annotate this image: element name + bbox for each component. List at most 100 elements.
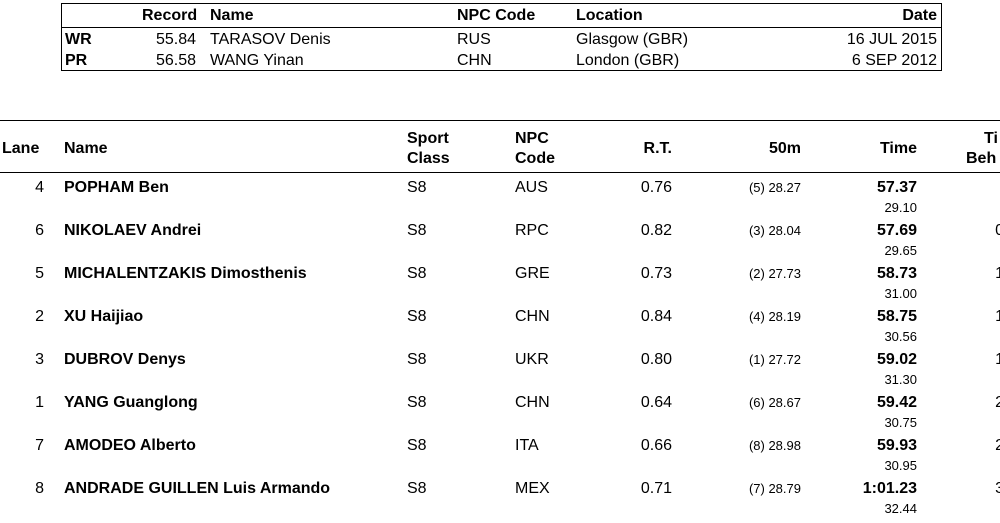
sport-class: S8 (407, 480, 427, 497)
sport-class: S8 (407, 222, 427, 239)
sport-class: S8 (407, 437, 427, 454)
second-split: 30.56 (884, 329, 917, 344)
split-50m: (2) 27.73 (748, 266, 801, 281)
split-50m: (8) 28.98 (748, 438, 801, 453)
date-header: Date (902, 7, 937, 24)
reaction-time: 0.73 (640, 265, 672, 282)
npc-code: CHN (515, 308, 550, 325)
lane: 5 (35, 265, 44, 282)
results-header-rule (0, 172, 1000, 173)
final-time: 59.93 (876, 437, 917, 454)
final-time: 58.75 (876, 308, 917, 325)
record-holder: WANG Yinan (210, 52, 304, 69)
name-header: Name (210, 7, 254, 24)
table-row: 4 POPHAM Ben S8 AUS 0.76 (5) 28.27 57.37… (0, 179, 1000, 222)
results-top-rule (0, 120, 1000, 121)
sport-class: S8 (407, 179, 427, 196)
final-time: 59.42 (876, 394, 917, 411)
record-npc: CHN (457, 52, 492, 69)
record-holder: TARASOV Denis (210, 31, 331, 48)
record-type: WR (65, 31, 92, 48)
reaction-time: 0.64 (640, 394, 672, 411)
lane: 2 (35, 308, 44, 325)
split-50m: (6) 28.67 (748, 395, 801, 410)
time-header: Time (879, 140, 917, 157)
athlete-name: POPHAM Ben (64, 179, 169, 196)
npc-code: ITA (515, 437, 539, 454)
time-behind: 2 (995, 437, 1000, 454)
split-50m-header: 50m (768, 140, 801, 157)
npc-code-header-line2: Code (515, 150, 555, 167)
record-time: 55.84 (156, 31, 197, 48)
split-50m: (5) 28.27 (748, 180, 801, 195)
reaction-time-header: R.T. (643, 140, 672, 157)
table-row: 3 DUBROV Denys S8 UKR 0.80 (1) 27.72 59.… (0, 351, 1000, 394)
record-header: Record (142, 7, 198, 24)
second-split: 32.44 (884, 501, 917, 516)
second-split: 31.00 (884, 286, 917, 301)
table-row: 7 AMODEO Alberto S8 ITA 0.66 (8) 28.98 5… (0, 437, 1000, 480)
record-npc: RUS (457, 31, 491, 48)
time-behind: 0 (995, 222, 1000, 239)
split-50m: (3) 28.04 (748, 223, 801, 238)
records-table: Record Name NPC Code Location Date WR 55… (61, 3, 942, 71)
record-location: London (GBR) (576, 52, 680, 69)
reaction-time: 0.80 (640, 351, 672, 368)
npc-code: MEX (515, 480, 550, 497)
npc-code: GRE (515, 265, 550, 282)
athlete-name: DUBROV Denys (64, 351, 186, 368)
sport-class: S8 (407, 308, 427, 325)
final-time: 59.02 (876, 351, 917, 368)
second-split: 29.65 (884, 243, 917, 258)
npc-code-header: NPC Code (457, 7, 536, 24)
npc-code: UKR (515, 351, 549, 368)
athlete-name: MICHALENTZAKIS Dimosthenis (64, 265, 307, 282)
table-row: 1 YANG Guanglong S8 CHN 0.64 (6) 28.67 5… (0, 394, 1000, 437)
second-split: 30.95 (884, 458, 917, 473)
reaction-time: 0.76 (640, 179, 672, 196)
final-time: 1:01.23 (862, 480, 917, 497)
lane: 3 (35, 351, 44, 368)
sport-class-header-line1: Sport (407, 130, 449, 147)
records-header-rule (62, 27, 941, 28)
reaction-time: 0.66 (640, 437, 672, 454)
record-type: PR (65, 52, 88, 69)
record-date: 6 SEP 2012 (851, 52, 937, 69)
name-header: Name (64, 140, 108, 157)
npc-code: AUS (515, 179, 548, 196)
second-split: 31.30 (884, 372, 917, 387)
sport-class: S8 (407, 265, 427, 282)
table-row: 8 ANDRADE GUILLEN Luis Armando S8 MEX 0.… (0, 480, 1000, 523)
time-behind: 1 (995, 265, 1000, 282)
time-behind: 1 (995, 351, 1000, 368)
npc-code: CHN (515, 394, 550, 411)
athlete-name: AMODEO Alberto (64, 437, 196, 454)
npc-code: RPC (515, 222, 549, 239)
final-time: 57.37 (876, 179, 917, 196)
lane: 1 (35, 394, 44, 411)
record-time: 56.58 (156, 52, 197, 69)
lane: 7 (35, 437, 44, 454)
sport-class: S8 (407, 394, 427, 411)
reaction-time: 0.71 (640, 480, 672, 497)
athlete-name: ANDRADE GUILLEN Luis Armando (64, 480, 331, 497)
final-time: 57.69 (876, 222, 917, 239)
table-row: 5 MICHALENTZAKIS Dimosthenis S8 GRE 0.73… (0, 265, 1000, 308)
record-location: Glasgow (GBR) (576, 31, 689, 48)
athlete-name: YANG Guanglong (64, 394, 198, 411)
npc-code-header-line1: NPC (515, 130, 549, 147)
sport-class-header-line2: Class (407, 150, 450, 167)
sport-class: S8 (407, 351, 427, 368)
athlete-name: XU Haijiao (64, 308, 144, 325)
time-behind: 2 (995, 394, 1000, 411)
lane: 4 (35, 179, 44, 196)
time-behind: 3 (995, 480, 1000, 497)
second-split: 30.75 (884, 415, 917, 430)
location-header: Location (576, 7, 643, 24)
time-behind-header-line1: Ti (984, 130, 998, 147)
second-split: 29.10 (884, 200, 917, 215)
split-50m: (7) 28.79 (748, 481, 801, 496)
final-time: 58.73 (876, 265, 917, 282)
athlete-name: NIKOLAEV Andrei (64, 222, 202, 239)
table-row: 6 NIKOLAEV Andrei S8 RPC 0.82 (3) 28.04 … (0, 222, 1000, 265)
